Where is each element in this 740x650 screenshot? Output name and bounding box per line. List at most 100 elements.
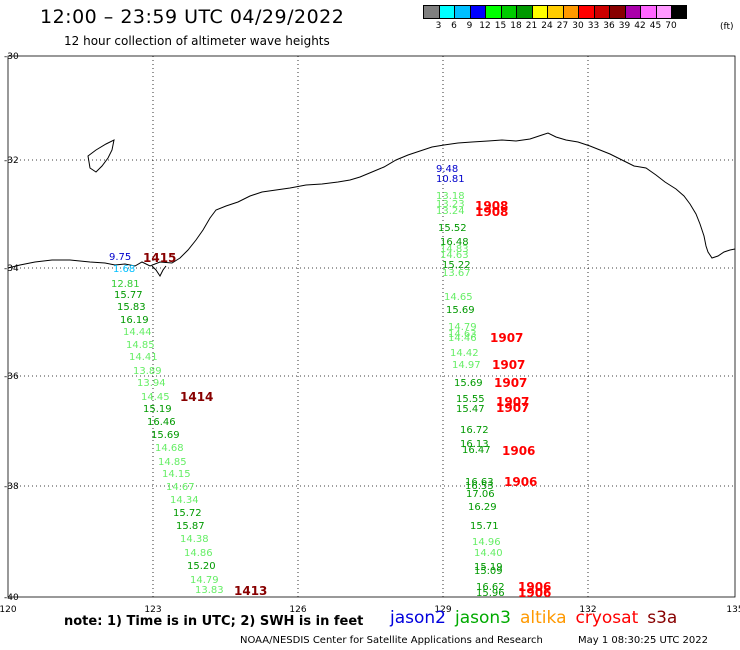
color-scale-label: 45 bbox=[649, 21, 662, 31]
wave-height-label: 15.19 bbox=[474, 562, 503, 573]
color-swatch bbox=[593, 5, 609, 19]
pass-time-label: 1906 bbox=[518, 580, 551, 594]
lon-tick-label: 132 bbox=[579, 605, 596, 615]
lat-tick-label: -32 bbox=[4, 156, 19, 166]
color-scale-label: 39 bbox=[618, 21, 631, 31]
color-swatch bbox=[454, 5, 470, 19]
wave-height-label: 14.42 bbox=[450, 348, 479, 359]
color-scale-label: 15 bbox=[494, 21, 507, 31]
wave-height-label: 13.24 bbox=[436, 206, 465, 217]
lat-tick-label: -38 bbox=[4, 482, 19, 492]
wave-height-label: 15.72 bbox=[173, 508, 202, 519]
color-scale-label: 3 bbox=[435, 21, 442, 31]
color-swatch bbox=[469, 5, 485, 19]
coastline-australia bbox=[7, 132, 736, 269]
track-east-labels: 9.4810.8113.1813.2313.2415.5216.4814.831… bbox=[436, 164, 505, 599]
footer-note: note: 1) Time is in UTC; 2) SWH is in fe… bbox=[64, 614, 364, 629]
pass-time-label: 1906 bbox=[502, 444, 535, 458]
color-swatch bbox=[655, 5, 671, 19]
wave-height-label: 14.63 bbox=[440, 250, 469, 261]
color-scale-label: 36 bbox=[603, 21, 615, 31]
lon-tick-label: 120 bbox=[0, 605, 17, 615]
pass-time-label: 1907 bbox=[492, 358, 525, 372]
color-scale-label: 33 bbox=[587, 21, 600, 31]
wave-height-label: 15.69 bbox=[151, 430, 180, 441]
color-swatch bbox=[516, 5, 532, 19]
color-swatch bbox=[562, 5, 578, 19]
wave-height-label: 14.96 bbox=[472, 537, 501, 548]
pass-time-label: 1906 bbox=[518, 586, 551, 600]
lon-tick-label: 126 bbox=[289, 605, 306, 615]
wave-height-label: 15.20 bbox=[187, 561, 216, 572]
color-scale-label: 21 bbox=[525, 21, 538, 31]
wave-height-label: 15.96 bbox=[476, 588, 505, 599]
lon-tick-label: 135 bbox=[726, 605, 740, 615]
wave-height-label: 14.97 bbox=[452, 360, 481, 371]
wave-height-label: 14.85 bbox=[158, 457, 187, 468]
wave-height-label: 14.46 bbox=[448, 333, 477, 344]
spencer-gulf-detail bbox=[151, 265, 167, 277]
color-scale-label: 18 bbox=[510, 21, 522, 31]
color-scale-label: 70 bbox=[665, 21, 677, 31]
pass-time-label: 1906 bbox=[504, 475, 537, 489]
color-scale-label: 9 bbox=[466, 21, 473, 31]
color-scale-label: 12 bbox=[479, 21, 491, 31]
wave-height-label: 14.85 bbox=[126, 340, 155, 351]
color-swatch bbox=[500, 5, 516, 19]
color-scale-unit: (ft) bbox=[720, 22, 734, 32]
wave-height-label: 14.41 bbox=[129, 352, 158, 363]
wave-height-label: 15.87 bbox=[176, 521, 205, 532]
pass-time-labels: 1415141414131908190819071907190719071907… bbox=[143, 199, 551, 600]
color-scale-label: 6 bbox=[451, 21, 457, 31]
wave-height-label: 16.72 bbox=[460, 425, 489, 436]
wave-height-label: 15.77 bbox=[114, 290, 143, 301]
wave-height-label: 15.22 bbox=[442, 260, 471, 271]
footer-generated-time: May 1 08:30:25 UTC 2022 bbox=[578, 635, 708, 646]
wave-height-label: 9.48 bbox=[436, 164, 458, 175]
wave-height-label: 16.48 bbox=[440, 237, 469, 248]
wave-height-label: 13.18 bbox=[436, 191, 465, 202]
wave-height-label: 14.79 bbox=[190, 575, 219, 586]
satellite-jason3: jason3 bbox=[455, 608, 511, 628]
color-scale-label: 27 bbox=[556, 21, 569, 31]
pass-time-label: 1907 bbox=[496, 395, 529, 409]
wave-height-label: 15.55 bbox=[456, 394, 485, 405]
wave-height-label: 15.19 bbox=[143, 404, 172, 415]
color-scale-labels: 3 6 9 12 15 18 21 24 27 30 33 36 39 42 45 70 bbox=[423, 21, 687, 33]
color-swatch bbox=[640, 5, 656, 19]
wave-height-label: 15.47 bbox=[456, 404, 485, 415]
color-scale-swatches bbox=[423, 5, 687, 19]
color-swatch bbox=[609, 5, 625, 19]
wave-height-label: 15.69 bbox=[454, 378, 483, 389]
wave-height-label: 15.71 bbox=[470, 521, 499, 532]
pass-time-label: 1414 bbox=[180, 390, 213, 404]
wave-height-label: 16.46 bbox=[147, 417, 176, 428]
color-swatch bbox=[671, 5, 687, 19]
wave-height-label: 13.23 bbox=[436, 199, 465, 210]
kangaroo-island bbox=[87, 139, 115, 173]
color-scale-label: 30 bbox=[572, 21, 584, 31]
wave-height-label: 15.52 bbox=[438, 223, 467, 234]
pass-time-label: 1415 bbox=[143, 251, 176, 265]
wave-height-label: 14.68 bbox=[155, 443, 184, 454]
color-scale-label: 42 bbox=[634, 21, 646, 31]
wave-height-label: 16.29 bbox=[468, 502, 497, 513]
pass-time-label: 1907 bbox=[494, 376, 527, 390]
wave-height-label: 1.68 bbox=[113, 264, 135, 275]
color-swatch bbox=[531, 5, 547, 19]
wave-height-label: 14.83 bbox=[440, 244, 469, 255]
footer-credit: NOAA/NESDIS Center for Satellite Applica… bbox=[240, 635, 543, 646]
wave-height-label: 10.81 bbox=[436, 174, 465, 185]
wave-height-label: 9.75 bbox=[109, 252, 131, 263]
wave-height-label: 12.81 bbox=[111, 279, 140, 290]
lat-tick-label: -36 bbox=[4, 372, 19, 382]
track-west-labels: 9.751.6812.8115.7715.8316.1914.4414.8514… bbox=[109, 252, 224, 596]
page-subtitle: 12 hour collection of altimeter wave hei… bbox=[64, 34, 330, 48]
wave-height-label: 15.69 bbox=[446, 305, 475, 316]
wave-height-label: 14.79 bbox=[448, 322, 477, 333]
wave-height-label: 13.94 bbox=[137, 378, 166, 389]
pass-time-label: 1413 bbox=[234, 584, 267, 598]
satellite-jason2: jason2 bbox=[390, 608, 446, 628]
color-swatch bbox=[438, 5, 454, 19]
